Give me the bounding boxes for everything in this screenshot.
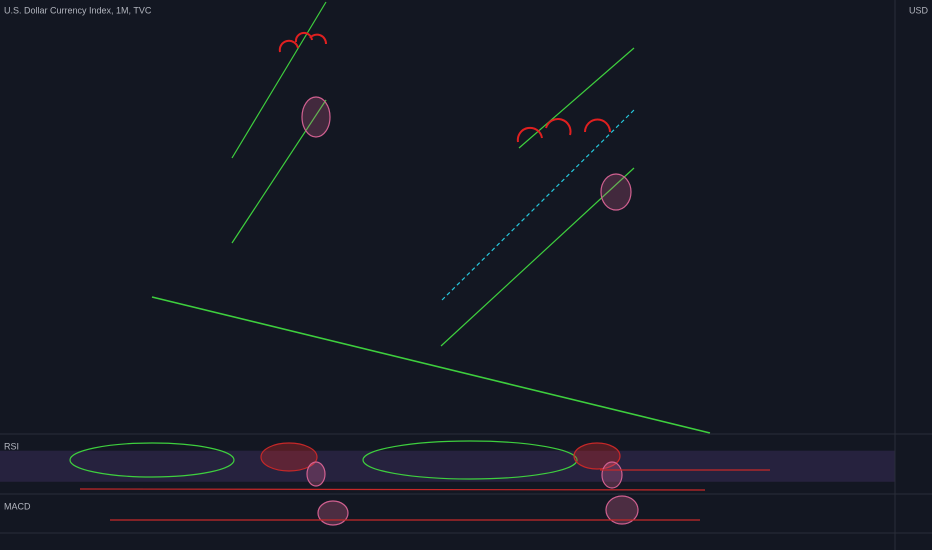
rsi-ellipse xyxy=(601,461,623,489)
drawings xyxy=(69,1,770,526)
top-arc xyxy=(516,118,611,143)
highlight xyxy=(600,173,632,211)
rsi-ellipse xyxy=(69,442,235,478)
macd-ellipse xyxy=(317,500,349,526)
highlight xyxy=(301,96,331,138)
macd-ellipse xyxy=(605,495,639,525)
rsi-ellipse xyxy=(362,440,578,480)
macd-label: MACD xyxy=(4,501,31,511)
currency: USD xyxy=(909,5,929,15)
channel-line xyxy=(231,99,327,244)
rsi-label: RSI xyxy=(4,441,19,451)
top-arc xyxy=(278,31,328,53)
channel-line xyxy=(231,1,327,159)
rsi-level xyxy=(79,488,706,491)
channel-mid xyxy=(441,109,635,301)
rsi-ellipse xyxy=(306,461,326,487)
rsi-ellipse xyxy=(260,442,318,472)
chart-title: U.S. Dollar Currency Index, 1M, TVC xyxy=(4,5,152,15)
support-line xyxy=(151,296,711,434)
